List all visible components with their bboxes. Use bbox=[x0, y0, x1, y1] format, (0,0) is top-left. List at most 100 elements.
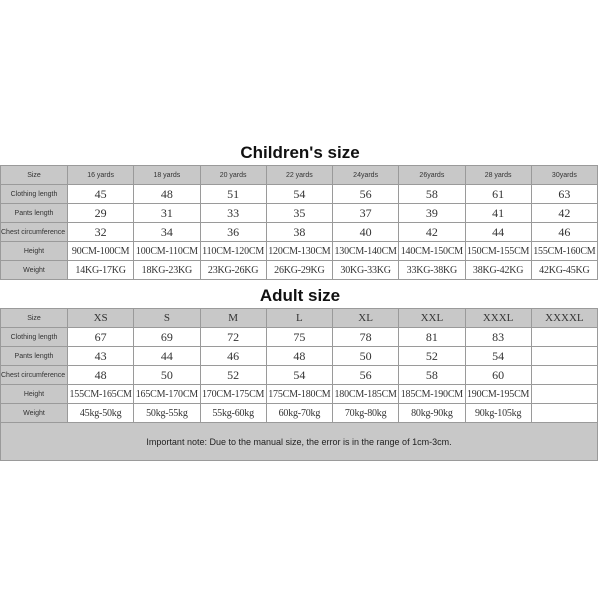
size-column-header: 18 yards bbox=[133, 165, 201, 185]
table-cell: 58 bbox=[398, 184, 466, 204]
size-column-header: M bbox=[199, 308, 267, 328]
table-cell: 46 bbox=[199, 346, 267, 366]
table-cell: 36 bbox=[199, 222, 267, 242]
children-size-title: Children's size bbox=[240, 143, 360, 162]
table-cell: 44 bbox=[464, 222, 532, 242]
table-cell: 46 bbox=[530, 222, 599, 242]
table-cell: 33 bbox=[199, 203, 267, 223]
table-cell: 75 bbox=[265, 327, 334, 347]
table-cell: 32 bbox=[66, 222, 135, 242]
table-cell: 155CM-165CM bbox=[66, 384, 135, 404]
table-cell: 155CM-160CM bbox=[530, 241, 599, 261]
adult-size-title: Adult size bbox=[259, 286, 341, 305]
size-column-header: L bbox=[265, 308, 334, 328]
table-cell: 58 bbox=[398, 365, 466, 385]
table-cell: 50kg-55kg bbox=[133, 403, 201, 423]
table-cell: 63 bbox=[530, 184, 599, 204]
table-cell bbox=[530, 327, 599, 347]
table-cell: 38KG-42KG bbox=[464, 260, 532, 280]
important-note: Important note: Due to the manual size, … bbox=[0, 422, 598, 461]
table-cell: 29 bbox=[66, 203, 135, 223]
table-cell: 43 bbox=[66, 346, 135, 366]
table-cell: 45 bbox=[66, 184, 135, 204]
table-cell: 55kg-60kg bbox=[199, 403, 267, 423]
table-cell: 50 bbox=[331, 346, 400, 366]
table-cell: 61 bbox=[464, 184, 532, 204]
table-cell: 72 bbox=[199, 327, 267, 347]
table-cell: 165CM-170CM bbox=[133, 384, 201, 404]
note-row: Important note: Due to the manual size, … bbox=[0, 422, 598, 461]
table-cell: 42 bbox=[398, 222, 466, 242]
table-row: Clothing length 45 48 51 54 56 58 61 63 bbox=[0, 184, 599, 204]
table-cell: 33KG-38KG bbox=[398, 260, 466, 280]
table-cell: 81 bbox=[398, 327, 466, 347]
table-cell: 140CM-150CM bbox=[398, 241, 466, 261]
table-cell: 170CM-175CM bbox=[199, 384, 267, 404]
table-cell: 35 bbox=[265, 203, 334, 223]
table-cell: 18KG-23KG bbox=[133, 260, 201, 280]
row-label: Height bbox=[0, 241, 68, 261]
table-cell: 78 bbox=[331, 327, 400, 347]
table-cell: 31 bbox=[133, 203, 201, 223]
size-column-header: 24yards bbox=[331, 165, 400, 185]
table-cell: 185CM-190CM bbox=[398, 384, 466, 404]
table-cell bbox=[530, 384, 599, 404]
table-cell: 180CM-185CM bbox=[331, 384, 400, 404]
table-cell: 110CM-120CM bbox=[199, 241, 267, 261]
table-cell: 26KG-29KG bbox=[265, 260, 334, 280]
size-column-header: 28 yards bbox=[464, 165, 532, 185]
adult-size-table: Size XS S M L XL XXL XXXL XXXXL Clothing length 67… bbox=[0, 308, 599, 461]
table-cell: 14KG-17KG bbox=[66, 260, 135, 280]
table-cell: 56 bbox=[331, 184, 400, 204]
size-label: Size bbox=[0, 308, 68, 328]
size-column-header: XXXXL bbox=[530, 308, 599, 328]
table-cell: 48 bbox=[133, 184, 201, 204]
table-row: Pants length 29 31 33 35 37 39 41 42 bbox=[0, 203, 599, 223]
table-cell: 48 bbox=[265, 346, 334, 366]
table-cell: 69 bbox=[133, 327, 201, 347]
table-cell: 190CM-195CM bbox=[464, 384, 532, 404]
size-column-header: XXXL bbox=[464, 308, 532, 328]
row-label: Chest circumference 1/2 bbox=[0, 222, 68, 242]
table-row: Chest circumference 1/23234363840424446 bbox=[0, 222, 599, 242]
table-cell: 52 bbox=[398, 346, 466, 366]
table-cell: 41 bbox=[464, 203, 532, 223]
children-size-table: Size 16 yards 18 yards 20 yards 22 yards 24ya… bbox=[0, 165, 599, 280]
size-column-header: 26yards bbox=[398, 165, 466, 185]
table-row: Pants length 43 44 46 48 50 52 54 bbox=[0, 346, 599, 366]
table-cell: 80kg-90kg bbox=[398, 403, 466, 423]
size-column-header: S bbox=[133, 308, 201, 328]
table-cell: 50 bbox=[133, 365, 201, 385]
table-cell: 83 bbox=[464, 327, 532, 347]
row-label: Weight bbox=[0, 260, 68, 280]
table-cell: 130CM-140CM bbox=[331, 241, 400, 261]
row-label: Weight bbox=[0, 403, 68, 423]
table-cell: 37 bbox=[331, 203, 400, 223]
size-column-header: 16 yards bbox=[66, 165, 135, 185]
table-row: Chest circumference 1/248505254565860 bbox=[0, 365, 599, 385]
header-row: Size XS S M L XL XXL XXXL XXXXL bbox=[0, 308, 599, 328]
table-cell: 42 bbox=[530, 203, 599, 223]
table-cell: 100CM-110CM bbox=[133, 241, 201, 261]
table-cell: 38 bbox=[265, 222, 334, 242]
row-label: Pants length bbox=[0, 203, 68, 223]
table-cell: 90kg-105kg bbox=[464, 403, 532, 423]
size-label: Size bbox=[0, 165, 68, 185]
table-cell: 150CM-155CM bbox=[464, 241, 532, 261]
table-cell: 54 bbox=[464, 346, 532, 366]
row-label: Chest circumference 1/2 bbox=[0, 365, 68, 385]
table-cell: 52 bbox=[199, 365, 267, 385]
table-cell: 30KG-33KG bbox=[331, 260, 400, 280]
size-column-header: 22 yards bbox=[265, 165, 334, 185]
table-cell: 56 bbox=[331, 365, 400, 385]
header-row: Size 16 yards 18 yards 20 yards 22 yards 24ya… bbox=[0, 165, 599, 185]
row-label: Clothing length bbox=[0, 327, 68, 347]
table-cell: 44 bbox=[133, 346, 201, 366]
row-label: Height bbox=[0, 384, 68, 404]
table-cell: 70kg-80kg bbox=[331, 403, 400, 423]
table-cell: 23KG-26KG bbox=[199, 260, 267, 280]
table-row: Weight 45kg-50kg 50kg-55kg 55kg-60kg 60kg-70… bbox=[0, 403, 599, 423]
table-cell: 120CM-130CM bbox=[265, 241, 334, 261]
table-cell bbox=[530, 365, 599, 385]
table-cell: 45kg-50kg bbox=[66, 403, 135, 423]
